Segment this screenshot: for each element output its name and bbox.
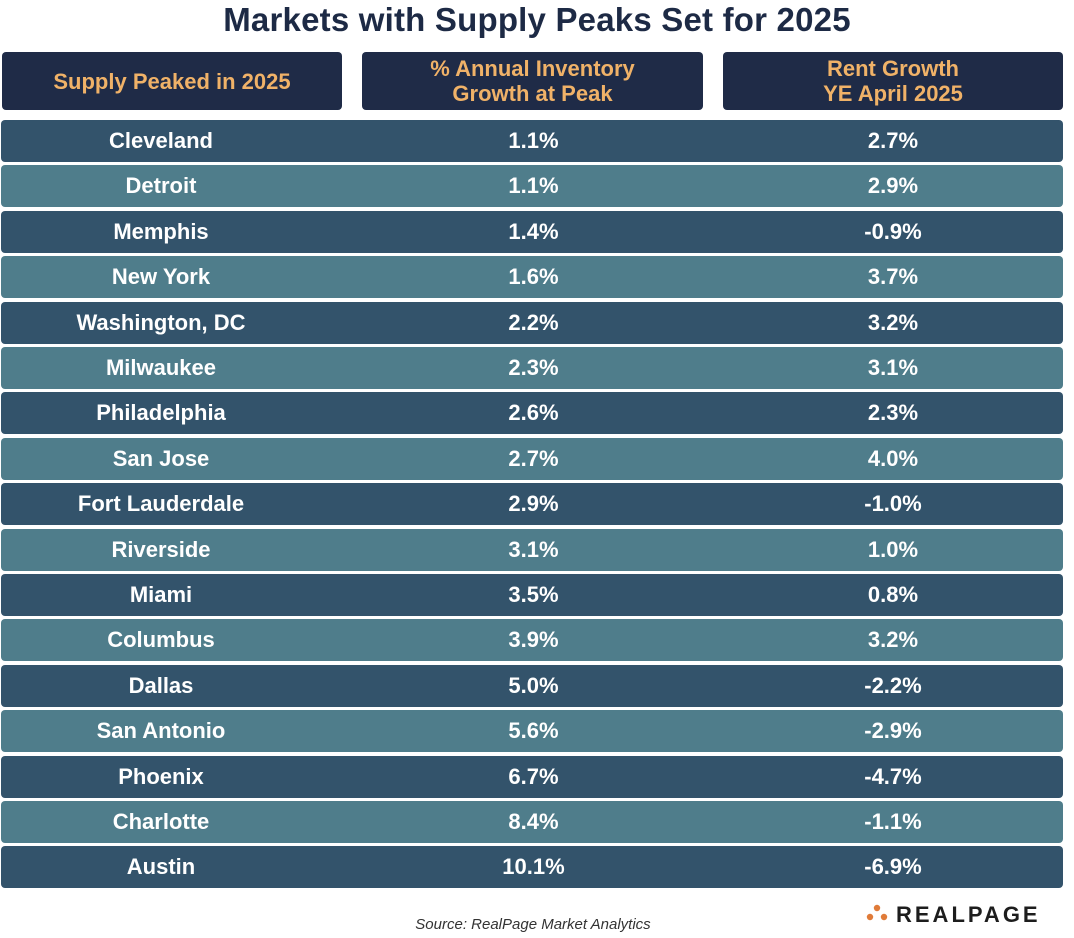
cell-rent-growth: 3.1%: [867, 355, 919, 380]
cell-rent-growth: 3.7%: [867, 264, 919, 290]
table-row: Memphis 1.4% -0.9%: [1, 210, 1063, 253]
table-row: San Antonio 5.6% -2.9%: [1, 710, 1063, 753]
column-header-market: Supply Peaked in 2025: [2, 52, 342, 110]
cell-rent-growth: 3.2%: [867, 309, 919, 335]
table-row: New York 1.6% 3.7%: [1, 256, 1063, 299]
cell-rent-growth: 2.7%: [867, 128, 919, 153]
cell-inventory-growth: 1.4%: [508, 218, 559, 244]
cell-inventory-growth: 10.1%: [502, 854, 565, 880]
table-row: Dallas 5.0% -2.2%: [1, 664, 1063, 707]
cell-market: Riverside: [111, 536, 211, 562]
cell-market: Phoenix: [118, 763, 204, 789]
cell-rent-growth: 0.8%: [867, 582, 919, 607]
cell-market: Detroit: [125, 173, 197, 199]
cell-rent-growth: -2.2%: [864, 672, 922, 698]
cell-inventory-growth: 1.6%: [508, 264, 559, 290]
cell-rent-growth: -1.0%: [864, 491, 922, 517]
logo-wordmark: REALPAGE: [896, 902, 1041, 927]
cell-inventory-growth: 1.1%: [508, 128, 559, 153]
cell-rent-growth: -0.9%: [864, 218, 922, 244]
cell-inventory-growth: 2.3%: [508, 355, 559, 380]
cell-inventory-growth: 8.4%: [508, 809, 559, 834]
cell-inventory-growth: 2.2%: [508, 309, 559, 335]
realpage-logo: REALPAGE: [864, 900, 1041, 930]
cell-rent-growth: 1.0%: [867, 536, 919, 562]
cell-inventory-growth: 3.9%: [508, 627, 559, 653]
column-header-rent-growth: Rent Growth YE April 2025: [723, 52, 1063, 110]
cell-market: Washington, DC: [76, 309, 246, 335]
cell-market: Miami: [129, 582, 193, 607]
cell-inventory-growth: 2.7%: [508, 445, 559, 471]
table-row: Miami 3.5% 0.8%: [1, 574, 1063, 616]
cell-inventory-growth: 2.6%: [508, 400, 559, 426]
column-header-market-label: Supply Peaked in 2025: [53, 68, 291, 94]
cell-rent-growth: -2.9%: [864, 718, 922, 744]
cell-market: Austin: [126, 854, 196, 880]
column-header-rent-growth-label: Rent Growth YE April 2025: [823, 56, 963, 106]
cell-rent-growth: 2.9%: [867, 173, 919, 199]
table-row: Phoenix 6.7% -4.7%: [1, 755, 1063, 798]
cell-inventory-growth: 5.6%: [508, 718, 559, 744]
column-header-inventory-growth-label: % Annual Inventory Growth at Peak: [430, 56, 635, 106]
cell-inventory-growth: 6.7%: [508, 763, 559, 789]
cell-market: San Antonio: [96, 718, 226, 744]
cell-market: Columbus: [107, 627, 215, 653]
cell-rent-growth: 2.3%: [867, 400, 919, 426]
cell-market: Charlotte: [112, 809, 210, 834]
column-header-inventory-growth: % Annual Inventory Growth at Peak: [362, 52, 703, 110]
table-row: Riverside 3.1% 1.0%: [1, 528, 1063, 571]
chart-title: Markets with Supply Peaks Set for 2025: [223, 1, 851, 38]
cell-market: Cleveland: [109, 128, 213, 153]
cell-rent-growth: 3.2%: [867, 627, 919, 653]
cell-rent-growth: -4.7%: [864, 763, 922, 789]
table-row: Austin 10.1% -6.9%: [1, 846, 1063, 889]
table-row: Milwaukee 2.3% 3.1%: [1, 347, 1063, 389]
cell-inventory-growth: 1.1%: [508, 173, 559, 199]
table-row: San Jose 2.7% 4.0%: [1, 437, 1063, 480]
table-row: Detroit 1.1% 2.9%: [1, 165, 1063, 208]
table-row: Philadelphia 2.6% 2.3%: [1, 392, 1063, 435]
table-row: Columbus 3.9% 3.2%: [1, 619, 1063, 662]
cell-rent-growth: -6.9%: [864, 854, 922, 880]
cell-inventory-growth: 2.9%: [508, 491, 559, 517]
table-row: Cleveland 1.1% 2.7%: [1, 120, 1063, 162]
cell-market: Philadelphia: [96, 400, 226, 426]
cell-market: Fort Lauderdale: [77, 491, 245, 517]
cell-market: San Jose: [112, 445, 210, 471]
source-note: Source: RealPage Market Analytics: [415, 916, 651, 933]
cell-inventory-growth: 5.0%: [508, 672, 559, 698]
cell-market: Dallas: [128, 672, 194, 698]
cell-inventory-growth: 3.5%: [508, 582, 559, 607]
cell-inventory-growth: 3.1%: [508, 536, 559, 562]
cell-market: New York: [111, 264, 211, 290]
table-row: Washington, DC 2.2% 3.2%: [1, 301, 1063, 344]
cell-market: Milwaukee: [105, 355, 217, 380]
table-row: Fort Lauderdale 2.9% -1.0%: [1, 483, 1063, 526]
realpage-dots-icon: [866, 904, 888, 921]
cell-rent-growth: -1.1%: [864, 809, 922, 834]
cell-rent-growth: 4.0%: [867, 445, 919, 471]
table-row: Charlotte 8.4% -1.1%: [1, 801, 1063, 843]
cell-market: Memphis: [113, 218, 209, 244]
